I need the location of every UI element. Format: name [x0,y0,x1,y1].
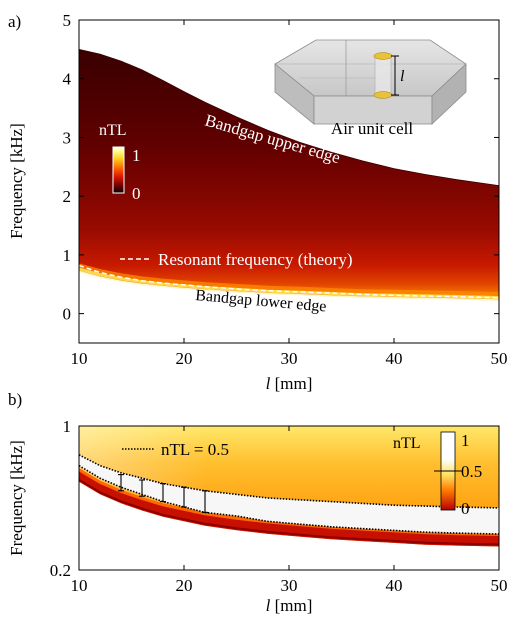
panel-b-below-edge [79,481,499,570]
panel-b-x-tick-label: 30 [281,576,298,595]
panel-a-colorbar-tick-min: 0 [132,184,141,203]
panel-b-dark-rim [79,478,499,546]
panel-a-label: a) [8,12,21,31]
annotation-contour: nTL = 0.5 [161,440,229,459]
panel-a-x-tick-label: 40 [386,349,403,368]
error-bar [202,490,208,513]
panel-a-x-tick-label: 30 [281,349,298,368]
unit-cell-caption: Air unit cell [331,119,413,138]
panel-b-x-tick-label: 40 [386,576,403,595]
panel-b-red-band [79,470,499,547]
panel-b-high-ntl-band [79,454,499,534]
panel-a-y-tick-label: 5 [63,11,72,30]
panel-a-x-axis-label: l [mm] [266,374,313,393]
panel-b-label: b) [8,390,22,409]
panel-b-axes: 10 20 30 40 500.21 [50,417,507,595]
panel-b-x-axis-var: l [266,596,271,615]
unit-cell-bottom-disc [373,91,393,99]
unit-cell-top-disc [373,52,393,60]
unit-cell-right-face [431,63,467,125]
panel-a-plot-area [79,49,499,301]
panel-b-plot-area [79,426,499,570]
panel-a-y-tick-label: 4 [63,70,72,89]
panel-b-x-axis-label: l [mm] [266,596,313,615]
panel-a-y-tick-label: 0 [63,305,72,324]
panel-a-colorbar [112,146,125,194]
panel-b-y-tick-label: 0.2 [50,561,71,580]
panel-a-y-tick-label: 3 [63,128,72,147]
unit-cell-inset: l Air unit cell [274,39,467,138]
unit-cell-neck [374,54,392,96]
annotation-theory: Resonant frequency (theory) [158,250,352,269]
series-contour-lower [79,464,499,535]
panel-b-y-tick-label: 1 [63,417,72,436]
panel-a-y-tick-label: 2 [63,187,72,206]
panel-a-colorbar-tick-max: 1 [132,146,141,165]
panel-b-x-axis-unit: [mm] [270,596,312,615]
panel-b-x-tick-label: 10 [71,576,88,595]
panel-b-y-axis-label: Frequency [kHz] [7,440,26,556]
lower-edge-glow [79,263,499,299]
panel-a-y-axis-label: Frequency [kHz] [7,123,26,239]
panel-a-x-tick-label: 20 [176,349,193,368]
panel-a-x-tick-label: 50 [491,349,507,368]
panel-a-colorbar-title: nTL [99,122,127,139]
panel-a-x-axis-var: l [266,374,271,393]
panel-b-orange-rim [79,468,499,536]
panel-b-colorbar-title: nTL [393,435,421,452]
panel-b-colorbar-tick-mid: 0.5 [461,462,482,481]
unit-cell-dimension-label: l [400,68,405,85]
error-bar [139,479,145,497]
series-upper-edge [79,49,499,186]
error-bar [181,486,187,508]
panel-b-x-tick-label: 50 [491,576,507,595]
lower-edge-glow-inner [79,267,499,300]
error-bar [118,474,124,492]
bandgap-region [79,49,499,301]
panel-b-colorbar-tick-max: 1 [461,431,470,450]
series-lower-edge [79,270,499,301]
series-contour-upper [79,454,499,509]
error-bar [160,483,166,503]
panel-b-x-tick-label: 20 [176,576,193,595]
panel-a-y-tick-label: 1 [63,246,72,265]
panel-a-x-axis-unit: [mm] [270,374,312,393]
panel-a-x-tick-label: 10 [71,349,88,368]
panel-b-colorbar-tick-min: 0 [461,499,470,518]
